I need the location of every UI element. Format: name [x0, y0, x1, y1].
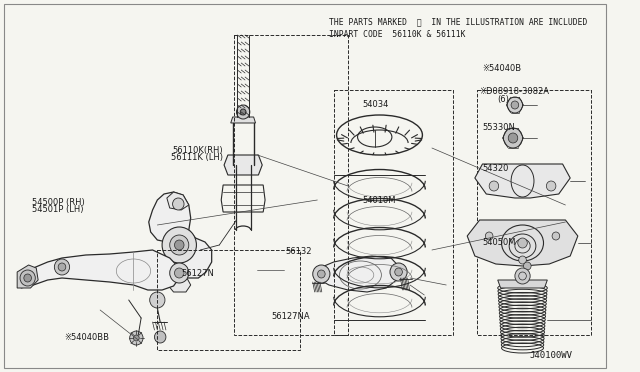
Text: ※Ð08918-3082A: ※Ð08918-3082A — [479, 87, 550, 96]
Circle shape — [504, 128, 522, 148]
Circle shape — [313, 265, 330, 283]
Text: ※54040B: ※54040B — [482, 64, 521, 73]
Circle shape — [552, 232, 560, 240]
Text: (6): (6) — [497, 95, 509, 104]
Text: 54500P (RH): 54500P (RH) — [32, 198, 84, 207]
Text: 56132: 56132 — [285, 247, 312, 256]
Circle shape — [54, 259, 70, 275]
Circle shape — [511, 101, 518, 109]
Circle shape — [150, 292, 165, 308]
Polygon shape — [168, 272, 191, 292]
Polygon shape — [21, 250, 179, 290]
Circle shape — [24, 274, 31, 282]
Circle shape — [173, 198, 184, 210]
Text: 54034: 54034 — [362, 100, 388, 109]
Text: 54050M: 54050M — [482, 238, 516, 247]
Text: 56127N: 56127N — [182, 269, 215, 278]
Circle shape — [154, 331, 166, 343]
Text: ※54040BB: ※54040BB — [64, 333, 109, 342]
Circle shape — [395, 268, 403, 276]
Polygon shape — [191, 245, 203, 254]
Polygon shape — [148, 192, 212, 278]
Text: 54010M: 54010M — [362, 196, 396, 205]
Polygon shape — [231, 117, 255, 123]
Circle shape — [515, 268, 530, 284]
Circle shape — [390, 263, 407, 281]
Circle shape — [134, 335, 140, 341]
Text: 56127NA: 56127NA — [271, 312, 310, 321]
Circle shape — [524, 262, 531, 270]
Bar — [157, 250, 300, 350]
Circle shape — [518, 256, 526, 264]
Bar — [333, 90, 453, 335]
Polygon shape — [475, 164, 570, 198]
Polygon shape — [467, 220, 578, 266]
Text: INPART CODE  56110K & 56111K: INPART CODE 56110K & 56111K — [329, 29, 465, 38]
Text: 55330N: 55330N — [482, 123, 515, 132]
Circle shape — [240, 109, 246, 115]
Text: 54501P (LH): 54501P (LH) — [32, 205, 83, 214]
Circle shape — [317, 270, 325, 278]
Circle shape — [175, 240, 184, 250]
Circle shape — [130, 331, 143, 345]
Circle shape — [508, 97, 522, 113]
Circle shape — [508, 133, 518, 143]
Polygon shape — [498, 280, 547, 288]
Bar — [234, 35, 348, 335]
Circle shape — [547, 181, 556, 191]
Text: THE PARTS MARKED  ※  IN THE ILLUSTRATION ARE INCLUDED: THE PARTS MARKED ※ IN THE ILLUSTRATION A… — [329, 17, 588, 26]
Circle shape — [170, 263, 189, 283]
Polygon shape — [317, 256, 401, 292]
Circle shape — [236, 105, 250, 119]
Circle shape — [162, 227, 196, 263]
Circle shape — [58, 263, 66, 271]
Circle shape — [489, 181, 499, 191]
Polygon shape — [17, 265, 38, 288]
Circle shape — [20, 270, 35, 286]
Circle shape — [485, 232, 493, 240]
Polygon shape — [224, 155, 262, 175]
Circle shape — [175, 268, 184, 278]
Text: 56110K(RH): 56110K(RH) — [172, 146, 223, 155]
Circle shape — [170, 235, 189, 255]
Text: 54320: 54320 — [482, 164, 508, 173]
Circle shape — [518, 238, 527, 248]
Polygon shape — [167, 192, 189, 210]
Bar — [477, 90, 591, 335]
Text: J40100WV: J40100WV — [529, 350, 572, 359]
Text: 56111K (LH): 56111K (LH) — [171, 153, 223, 162]
